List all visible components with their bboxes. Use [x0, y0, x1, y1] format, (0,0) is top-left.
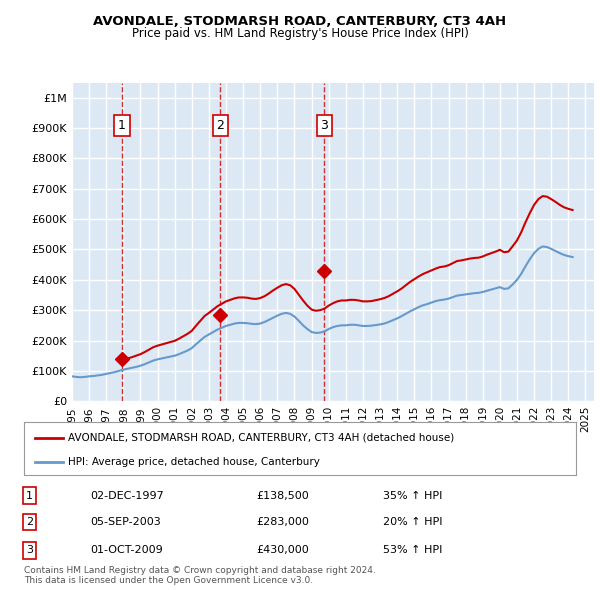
- Text: 3: 3: [26, 546, 33, 555]
- Text: 01-OCT-2009: 01-OCT-2009: [90, 546, 163, 555]
- Text: AVONDALE, STODMARSH ROAD, CANTERBURY, CT3 4AH: AVONDALE, STODMARSH ROAD, CANTERBURY, CT…: [94, 15, 506, 28]
- Text: This data is licensed under the Open Government Licence v3.0.: This data is licensed under the Open Gov…: [24, 576, 313, 585]
- Text: AVONDALE, STODMARSH ROAD, CANTERBURY, CT3 4AH (detached house): AVONDALE, STODMARSH ROAD, CANTERBURY, CT…: [68, 433, 454, 442]
- Text: 20% ↑ HPI: 20% ↑ HPI: [383, 517, 442, 527]
- Text: 53% ↑ HPI: 53% ↑ HPI: [383, 546, 442, 555]
- Text: Price paid vs. HM Land Registry's House Price Index (HPI): Price paid vs. HM Land Registry's House …: [131, 27, 469, 40]
- Text: £430,000: £430,000: [256, 546, 308, 555]
- Text: £138,500: £138,500: [256, 491, 308, 500]
- Text: 2: 2: [217, 119, 224, 132]
- Text: HPI: Average price, detached house, Canterbury: HPI: Average price, detached house, Cant…: [68, 457, 320, 467]
- Text: £283,000: £283,000: [256, 517, 309, 527]
- Text: 35% ↑ HPI: 35% ↑ HPI: [383, 491, 442, 500]
- Text: 3: 3: [320, 119, 328, 132]
- Text: Contains HM Land Registry data © Crown copyright and database right 2024.: Contains HM Land Registry data © Crown c…: [24, 566, 376, 575]
- Text: 05-SEP-2003: 05-SEP-2003: [90, 517, 161, 527]
- Text: 1: 1: [26, 491, 33, 500]
- Text: 2: 2: [26, 517, 33, 527]
- Text: 1: 1: [118, 119, 126, 132]
- Text: 02-DEC-1997: 02-DEC-1997: [90, 491, 164, 500]
